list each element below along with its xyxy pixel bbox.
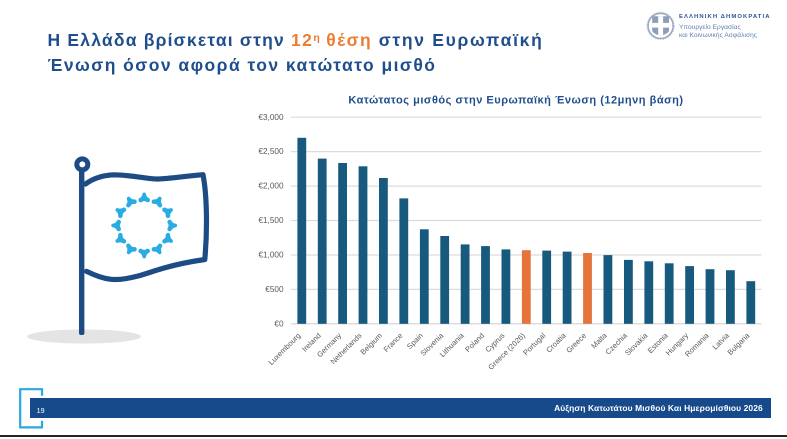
svg-text:€3,000: €3,000 <box>258 113 283 122</box>
svg-text:€2,000: €2,000 <box>258 182 283 191</box>
svg-text:Portugal: Portugal <box>521 331 547 357</box>
svg-text:€1,500: €1,500 <box>258 216 283 225</box>
svg-text:Greece: Greece <box>564 331 588 355</box>
svg-text:Croatia: Croatia <box>544 330 568 354</box>
svg-text:€0: €0 <box>274 319 284 328</box>
svg-text:Κατώτατος μισθός στην Ευρωπαϊκ: Κατώτατος μισθός στην Ευρωπαϊκή Ένωση (1… <box>348 94 683 106</box>
svg-text:Belgium: Belgium <box>358 331 384 357</box>
svg-text:France: France <box>382 331 405 354</box>
svg-text:€2,500: €2,500 <box>258 147 283 156</box>
svg-text:Luxembourg: Luxembourg <box>267 331 303 367</box>
svg-text:Poland: Poland <box>463 331 486 354</box>
svg-text:€500: €500 <box>265 285 284 294</box>
svg-text:Slovakia: Slovakia <box>623 330 650 357</box>
svg-text:€1,000: €1,000 <box>258 251 283 260</box>
svg-text:Bulgaria: Bulgaria <box>726 330 752 356</box>
